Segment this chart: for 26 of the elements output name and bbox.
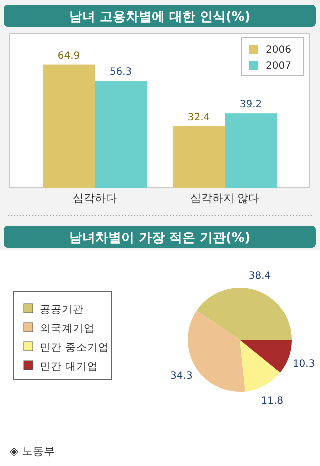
pie-slice (240, 340, 292, 373)
data-label: 34.3 (170, 370, 193, 382)
x-tick-label: 심각하지 않다 (190, 192, 260, 205)
legend-label: 2007 (266, 61, 292, 72)
data-label: 64.9 (58, 50, 80, 62)
pie-slice (240, 340, 280, 392)
data-label: 11.8 (261, 396, 284, 407)
data-label: 38.4 (248, 271, 272, 282)
bar (225, 114, 277, 188)
x-tick-label: 심각하다 (73, 192, 117, 205)
legend-label: 외국계기업 (40, 323, 95, 335)
legend-label: 2006 (266, 45, 292, 56)
chart-title: 남녀 고용차별에 대한 인식(%) (69, 10, 251, 25)
bar (95, 81, 147, 188)
data-label: 32.4 (188, 112, 210, 124)
data-label: 10.3 (292, 358, 316, 370)
data-label: 39.2 (240, 100, 262, 111)
legend-label: 민간 중소기업 (40, 342, 110, 354)
data-label: 56.3 (110, 67, 132, 78)
text: ◈ 노동부 (10, 445, 55, 458)
bar (43, 64, 95, 188)
chart-title: 남녀차별이 가장 적은 기관(%) (69, 231, 251, 246)
pie-slice (196, 288, 292, 340)
legend-label: 민간 대기업 (40, 361, 98, 373)
bar (173, 126, 225, 188)
legend-label: 공공기관 (40, 304, 84, 316)
